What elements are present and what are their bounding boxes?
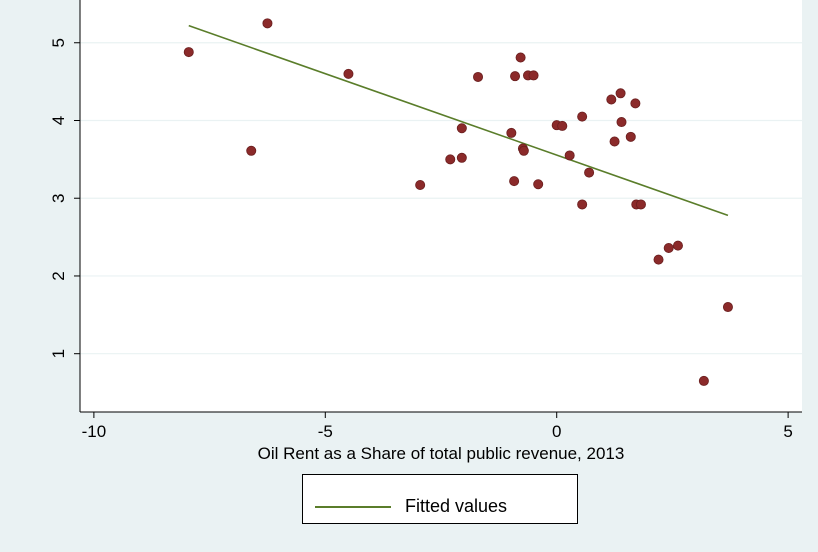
data-point-18 [533, 179, 544, 190]
data-point-29 [625, 131, 636, 142]
data-point-17 [528, 70, 539, 81]
y-tick-label-5: 5 [49, 38, 68, 47]
legend: Fitted values [302, 474, 578, 524]
data-point-7 [456, 123, 467, 134]
fitted-values-line [188, 24, 729, 217]
data-point-24 [584, 167, 595, 178]
data-point-10 [506, 127, 517, 138]
data-point-36 [698, 375, 709, 386]
axes: 1 2 3 4 5 -10 -5 0 5 [49, 0, 802, 441]
data-point-8 [456, 152, 467, 163]
plot-area [80, 0, 802, 412]
data-point-3 [246, 145, 257, 156]
data-point-25 [606, 94, 617, 105]
data-point-20 [557, 120, 568, 131]
data-point-35 [672, 240, 683, 251]
data-point-28 [616, 117, 627, 128]
data-point-33 [653, 254, 664, 265]
data-point-11 [509, 176, 520, 187]
data-point-15 [518, 145, 529, 156]
y-tick-label-3: 3 [49, 193, 68, 202]
y-tick-label-4: 4 [49, 116, 68, 125]
x-tick-label-0: 0 [552, 422, 561, 441]
legend-label-fitted-values: Fitted values [405, 496, 508, 516]
data-point-1 [183, 47, 194, 58]
y-tick-label-1: 1 [49, 349, 68, 358]
x-axis-title: Oil Rent as a Share of total public reve… [257, 444, 625, 463]
data-point-27 [615, 88, 626, 99]
data-point-30 [630, 98, 641, 109]
points-layer [183, 18, 733, 386]
data-point-32 [635, 199, 646, 210]
x-tick-label--5: -5 [318, 422, 333, 441]
data-point-5 [415, 180, 426, 191]
data-point-34 [663, 242, 674, 253]
x-tick-label--10: -10 [82, 422, 107, 441]
data-point-21 [564, 150, 575, 161]
fit-line-layer [188, 24, 729, 217]
data-point-12 [510, 71, 521, 82]
data-point-26 [609, 136, 620, 147]
data-point-23 [577, 199, 588, 210]
data-point-6 [445, 154, 456, 165]
data-point-2 [262, 18, 273, 29]
data-point-13 [515, 52, 526, 63]
y-tick-label-2: 2 [49, 271, 68, 280]
grid-lines [80, 42, 802, 355]
x-tick-label-5: 5 [783, 422, 792, 441]
data-point-37 [722, 302, 733, 313]
data-point-9 [473, 71, 484, 82]
data-point-4 [343, 68, 354, 79]
legend-swatch-fitted-values [315, 506, 391, 508]
data-point-22 [577, 111, 588, 122]
